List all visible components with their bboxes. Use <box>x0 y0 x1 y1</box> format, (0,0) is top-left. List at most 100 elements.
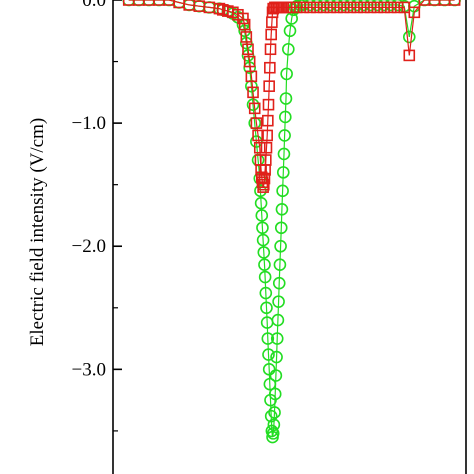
circle-point <box>246 98 260 111</box>
circle-point <box>272 295 285 308</box>
circle-point <box>274 239 287 253</box>
circle-point <box>263 377 277 391</box>
circle-point <box>277 147 291 161</box>
square-point <box>264 61 276 74</box>
square-point <box>260 141 273 154</box>
square-point <box>143 0 155 6</box>
circle-point <box>276 184 289 198</box>
square-point <box>263 80 275 92</box>
square-point <box>133 0 145 6</box>
square-point <box>403 49 416 62</box>
square-point <box>337 1 350 14</box>
circle-point <box>268 387 282 401</box>
square-point <box>262 114 274 127</box>
square-point <box>304 1 316 14</box>
square-point <box>257 178 270 191</box>
circle-point <box>261 332 275 345</box>
circle-point <box>271 313 285 327</box>
circle-point <box>275 202 289 216</box>
square-point <box>358 1 370 14</box>
circle-point <box>254 184 267 198</box>
circle-point <box>283 24 297 38</box>
square-point <box>371 1 384 14</box>
circle-point <box>280 67 293 81</box>
circle-point <box>282 42 295 56</box>
circle-point <box>257 246 271 259</box>
square-point <box>264 43 277 56</box>
circle-point <box>267 418 281 432</box>
square-point <box>438 0 451 6</box>
square-point <box>265 28 277 41</box>
square-point <box>384 1 397 14</box>
square-point <box>242 43 254 56</box>
y-tick-label: −1.0 <box>72 113 106 134</box>
circle-point <box>255 209 269 222</box>
square-point <box>245 70 258 83</box>
circle-point <box>262 348 275 361</box>
y-tick-label: 0.0 <box>82 0 106 11</box>
square-point <box>284 1 296 14</box>
series-line <box>128 0 455 188</box>
square-point <box>252 129 264 142</box>
circle-point <box>278 129 291 142</box>
square-point <box>213 2 226 15</box>
data-series <box>122 0 461 444</box>
square-point <box>258 172 271 185</box>
square-series <box>122 0 461 193</box>
circle-point <box>270 350 283 364</box>
y-tick-label: −3.0 <box>72 359 106 380</box>
square-point <box>324 1 337 14</box>
square-point <box>331 1 343 14</box>
square-point <box>408 6 421 19</box>
circle-point <box>279 92 293 105</box>
circle-point <box>402 30 416 44</box>
circle-point <box>250 135 263 148</box>
circle-point <box>256 221 269 235</box>
y-axis-ticks: 0.0 −1.0 −2.0 −3.0 <box>72 0 122 432</box>
circle-series <box>122 0 461 444</box>
square-point <box>428 0 441 6</box>
square-point <box>344 1 357 14</box>
circle-point <box>278 110 292 124</box>
series-line <box>128 0 455 438</box>
square-point <box>364 1 377 14</box>
circle-point <box>266 427 280 440</box>
square-point <box>247 86 259 99</box>
circle-point <box>256 233 270 247</box>
square-point <box>260 154 272 166</box>
square-point <box>391 1 404 14</box>
square-point <box>253 141 266 154</box>
square-point <box>351 1 364 14</box>
square-point <box>317 1 330 14</box>
circle-point <box>273 258 287 272</box>
circle-point <box>270 332 284 345</box>
circle-point <box>272 276 286 290</box>
y-axis-label: Electric field intensity (V/cm) <box>27 118 48 346</box>
square-point <box>243 55 256 68</box>
square-point <box>237 12 249 25</box>
circle-point <box>259 286 273 300</box>
circle-point <box>264 409 278 423</box>
circle-point <box>260 301 273 315</box>
square-point <box>238 18 251 31</box>
square-point <box>163 0 175 6</box>
square-point <box>122 0 135 6</box>
square-point <box>153 0 165 6</box>
square-point <box>262 98 275 111</box>
plot-area <box>112 0 467 474</box>
square-point <box>261 129 273 142</box>
circle-point <box>276 166 290 179</box>
circle-point <box>258 270 272 284</box>
circle-point <box>269 369 283 382</box>
y-tick-label: −2.0 <box>72 236 106 257</box>
square-point <box>418 0 431 6</box>
square-point <box>240 31 253 43</box>
circle-point <box>268 406 281 419</box>
square-point <box>248 102 261 115</box>
square-point <box>297 1 310 14</box>
circle-point <box>258 258 271 272</box>
circle-point <box>254 196 268 210</box>
square-point <box>378 1 390 14</box>
square-point <box>448 0 461 6</box>
